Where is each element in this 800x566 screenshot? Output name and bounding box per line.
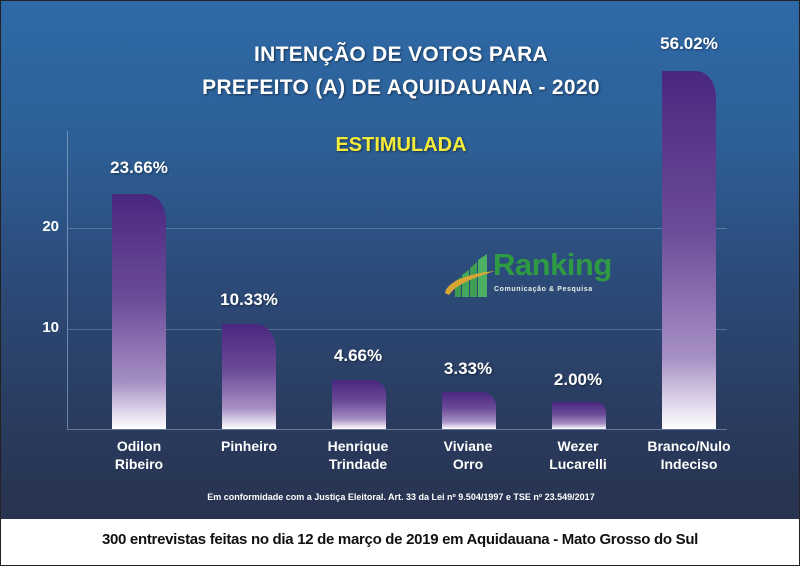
bar-value-label: 23.66%: [110, 158, 168, 177]
category-label: Pinheiro: [220, 438, 277, 454]
category-label: Odilon Ribeiro: [114, 438, 164, 472]
logo-tagline: Comunicação & Pesquisa: [494, 286, 593, 293]
footer-text: 300 entrevistas feitas no dia 12 de març…: [101, 531, 699, 548]
chart-title-line2: PREFEITO (A) DE AQUIDAUANA - 2020: [202, 76, 600, 99]
y-tick-20: 20: [42, 218, 59, 235]
chart-subtitle: ESTIMULADA: [335, 134, 467, 156]
chart-title-line1: INTENÇÃO DE VOTOS PARA: [253, 43, 549, 66]
logo-name: Ranking: [493, 247, 612, 282]
category-label: Viviane Orro: [443, 438, 493, 472]
category-label: Branco/Nulo Indeciso: [647, 438, 731, 472]
ranking-logo: Ranking Comunicação & Pesquisa: [441, 247, 612, 301]
category-label: Henrique Trindade: [327, 438, 389, 472]
bar-viviane-orro: [442, 392, 496, 429]
ranking-logo-icon: [445, 254, 495, 297]
bar-value-label: 10.33%: [220, 290, 278, 309]
bar-henrique-trindade: [332, 380, 386, 429]
bar-pinheiro: [222, 324, 276, 429]
bar-value-label: 4.66%: [333, 346, 383, 365]
gridline-20: [67, 228, 727, 229]
y-tick-10: 10: [42, 319, 59, 336]
bar-odilon-ribeiro: [112, 194, 166, 429]
bar-value-label: 2.00%: [553, 370, 603, 389]
category-label: Wezer Lucarelli: [549, 438, 607, 472]
y-axis: [67, 131, 68, 429]
legal-note: Em conformidade com a Justiça Eleitoral.…: [207, 492, 595, 502]
gridline-10: [67, 329, 727, 330]
bar-wezer-lucarelli: [552, 402, 606, 429]
bar-value-label: 56.02%: [660, 34, 718, 53]
bar-value-label: 3.33%: [443, 359, 493, 378]
x-axis: [67, 429, 727, 430]
footer-band: 300 entrevistas feitas no dia 12 de març…: [1, 519, 799, 565]
bar-branco-nulo-indeciso: [662, 71, 716, 429]
